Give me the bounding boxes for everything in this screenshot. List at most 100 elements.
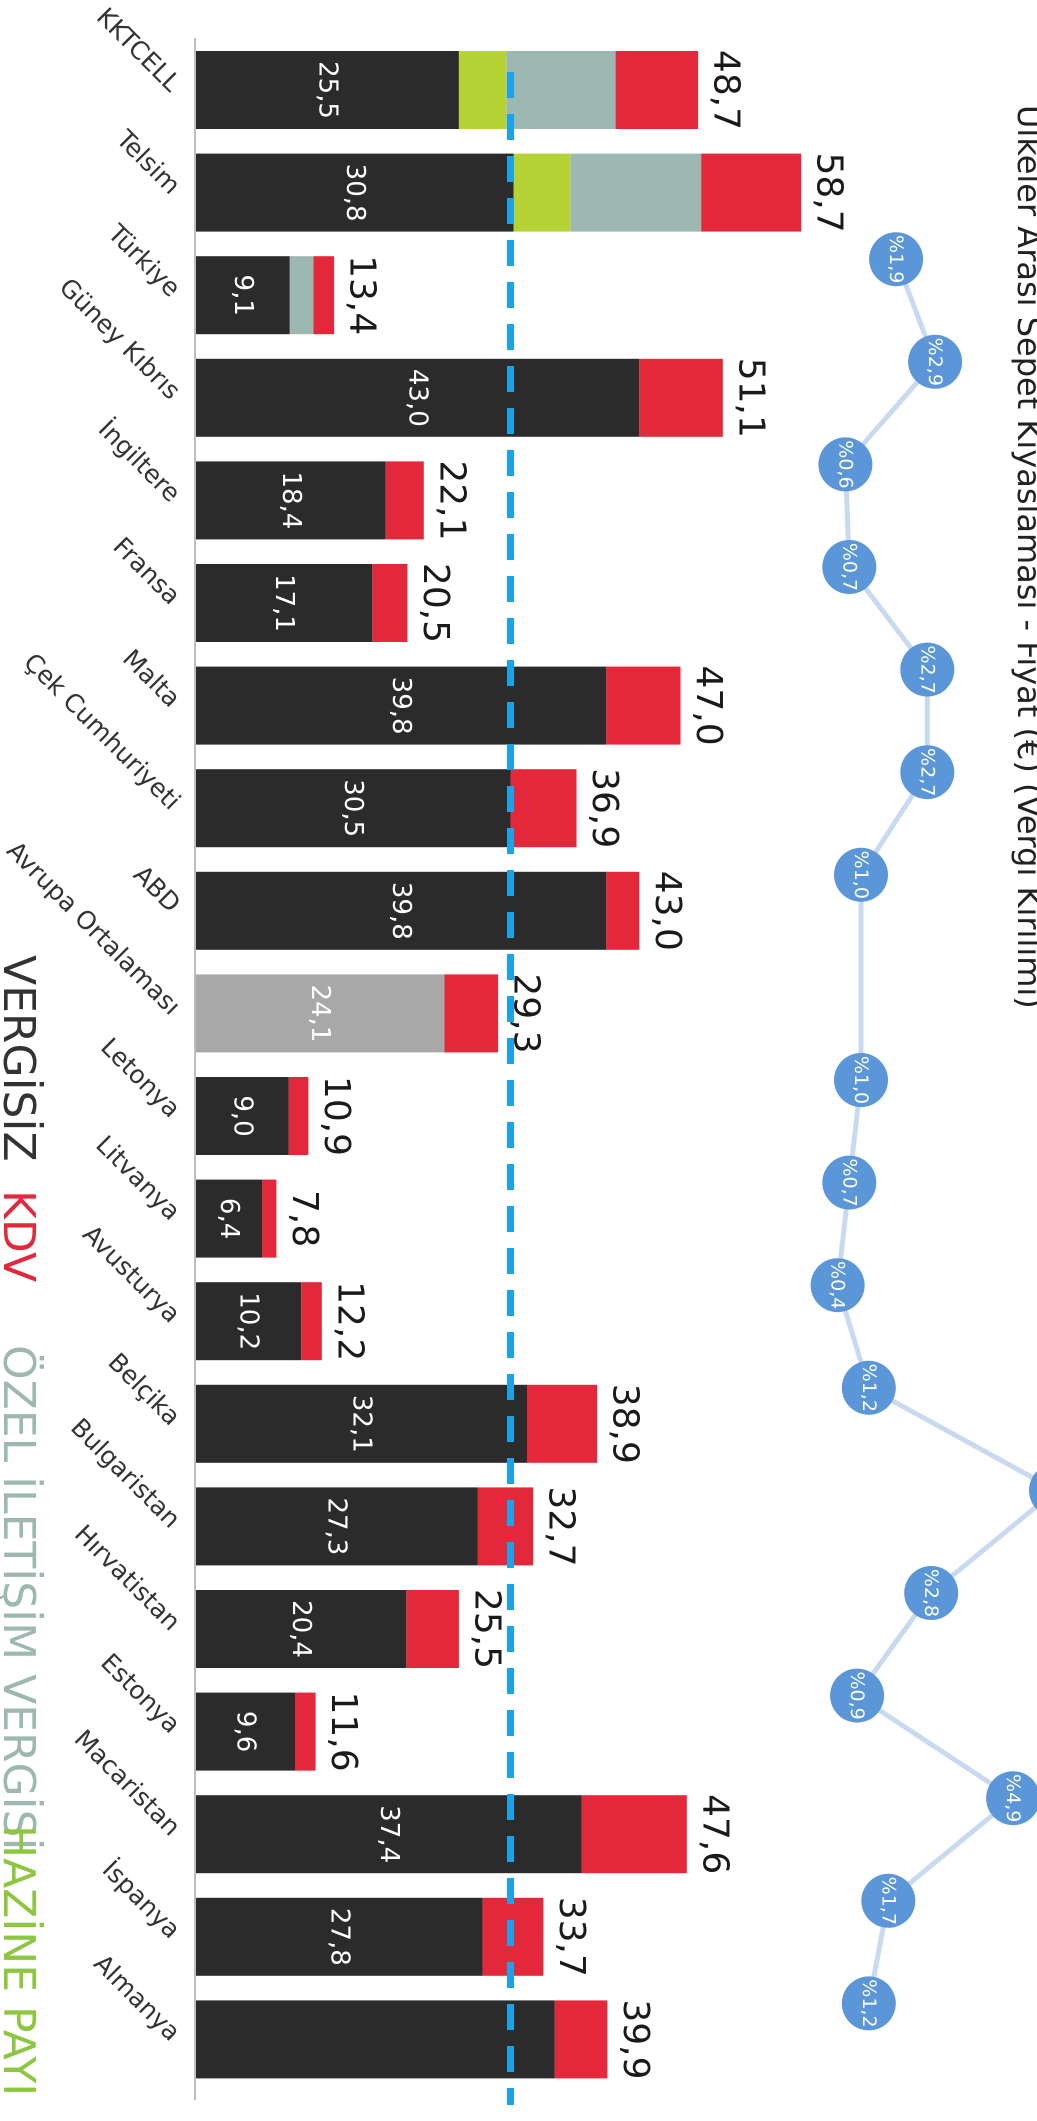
inner-value-label: 27,8	[324, 1908, 354, 1966]
inner-value-label: 39,8	[386, 882, 416, 940]
bar-segment-kdv-2	[313, 256, 335, 335]
bar-segment--zel-i-leti-i-m-vergi-si--0	[506, 51, 616, 129]
total-value-label: 20,5	[415, 563, 456, 643]
inner-value-label: 43,0	[403, 369, 433, 427]
bar-segment-kdv-16	[295, 1692, 316, 1771]
percent-marker	[900, 745, 955, 800]
percent-marker	[841, 1360, 896, 1415]
percent-label: %0,9	[846, 1671, 868, 1719]
percent-label: %1,9	[885, 235, 907, 283]
inner-value-label: 30,5	[338, 779, 368, 837]
bar-segment-vergi-si-z-19	[196, 2000, 555, 2079]
bar-segment-vergi-si-z-4	[196, 461, 386, 540]
total-value-label: 47,0	[688, 666, 729, 746]
inner-value-label: 30,8	[340, 164, 370, 222]
inner-value-label: 39,8	[386, 677, 416, 735]
total-value-label: 11,6	[323, 1692, 364, 1772]
bar-segment-hazi-ne-payi-1	[513, 153, 571, 232]
bar-segment-vergi-si-z-9	[196, 974, 445, 1053]
inner-value-label: 20,4	[286, 1600, 316, 1658]
bar-segment-vergi-si-z-6	[196, 666, 607, 745]
bar-segment--zel-i-leti-i-m-vergi-si--1	[570, 153, 702, 232]
bar-segment-vergi-si-z-15	[196, 1590, 407, 1668]
total-value-label: 51,1	[730, 358, 771, 438]
total-value-label: 38,9	[605, 1384, 646, 1464]
bar-segment-kdv-11	[262, 1179, 277, 1258]
chart-title: Ülkeler Arası Sepet Kıyaslaması - Fiyat …	[1010, 105, 1037, 1009]
legend-item-vergi-si-z: VERGİSİZ	[0, 955, 45, 1162]
percent-marker	[1029, 1471, 1037, 1510]
bar-segment-vergi-si-z-16	[196, 1692, 295, 1771]
percent-label: %2,8	[920, 1569, 942, 1617]
percent-label: %1,0	[850, 851, 872, 899]
bar-segment-kdv-9	[444, 974, 499, 1053]
percent-marker	[822, 1155, 877, 1210]
percent-label: %2,7	[916, 748, 938, 796]
bar-segment-vergi-si-z-14	[196, 1487, 478, 1566]
bar-segment-vergi-si-z-10	[196, 1077, 289, 1155]
percent-label: %0,7	[838, 543, 860, 591]
bar-segment-kdv-7	[510, 769, 577, 848]
bar-segment-vergi-si-z-1	[196, 153, 514, 232]
percent-marker	[908, 334, 963, 389]
bar-segment-kdv-1	[701, 153, 802, 232]
percent-label: %4,9	[1002, 1774, 1024, 1822]
percent-label: %1,7	[877, 1877, 899, 1925]
percent-label: %1,2	[858, 1364, 880, 1412]
bar-segment-vergi-si-z-5	[196, 564, 373, 642]
total-value-label: 36,9	[584, 768, 625, 848]
percent-marker	[986, 1771, 1037, 1826]
percent-label: %1,0	[850, 1056, 872, 1104]
percent-label: %0,6	[834, 440, 856, 488]
total-value-label: 33,7	[551, 1897, 592, 1977]
bar-segment-kdv-8	[606, 871, 640, 950]
inner-value-label: 6,4	[214, 1198, 244, 1239]
bar-segment-hazi-ne-payi-0	[458, 51, 507, 129]
total-value-label: 47,6	[694, 1794, 735, 1874]
percent-marker	[861, 1873, 916, 1928]
percent-label: %2,7	[916, 645, 938, 693]
inner-value-label: 25,5	[313, 61, 343, 119]
bar-segment-vergi-si-z-18	[196, 1897, 483, 1976]
percent-label: %0,7	[838, 1158, 860, 1206]
bar-segment-vergi-si-z-0	[196, 51, 459, 129]
total-value-label: 25,5	[466, 1589, 507, 1669]
percent-label: %1,2	[858, 1979, 880, 2027]
percent-marker	[818, 437, 873, 492]
bar-segment-vergi-si-z-3	[196, 358, 640, 437]
inner-value-label: 9,1	[228, 275, 258, 316]
bar-segment-kdv-14	[477, 1487, 534, 1566]
bar-segment-kdv-6	[606, 666, 681, 745]
inner-value-label: 17,1	[269, 574, 299, 632]
total-value-label: 48,7	[706, 50, 747, 130]
bar-segment-vergi-si-z-7	[196, 769, 511, 848]
percent-marker	[810, 1258, 865, 1313]
percent-label: %0,4	[827, 1261, 849, 1309]
inner-value-label: 32,1	[347, 1395, 377, 1453]
inner-value-label: 37,4	[374, 1805, 404, 1863]
inner-value-label: 9,6	[231, 1711, 261, 1752]
total-value-label: 7,8	[284, 1190, 325, 1247]
percent-marker	[834, 847, 888, 902]
total-value-label: 43,0	[647, 871, 688, 951]
total-value-label: 10,9	[316, 1076, 357, 1156]
legend-item-hazi-ne-payi: HAZİNE PAYI	[0, 1825, 45, 2096]
percent-marker	[830, 1668, 885, 1723]
bar-segment-kdv-10	[288, 1077, 309, 1155]
bar-segment-kdv-19	[554, 2000, 608, 2079]
percent-marker	[834, 1053, 888, 1107]
bars-layer	[196, 51, 802, 2079]
total-value-label: 13,4	[342, 255, 383, 335]
percent-label: %2,9	[924, 338, 946, 386]
bar-segment-kdv-15	[406, 1590, 459, 1668]
percent-line-layer: %1,9 %2,9 %0,6 %0,7 %2,7 %2,7 %1,0 %1,0 %0,7 %0,4…	[810, 232, 1037, 2031]
bar-segment-kdv-13	[527, 1384, 598, 1463]
total-value-label: 22,1	[431, 460, 472, 540]
bar-segment-kdv-4	[385, 461, 424, 540]
percent-marker	[900, 642, 955, 697]
percent-marker	[841, 1976, 896, 2031]
legend-item--zel-i-leti-i-m-vergi-si-: ÖZEL İLETİŞİM VERGİSİ	[0, 1345, 45, 1851]
bar-segment-vergi-si-z-11	[196, 1179, 262, 1258]
